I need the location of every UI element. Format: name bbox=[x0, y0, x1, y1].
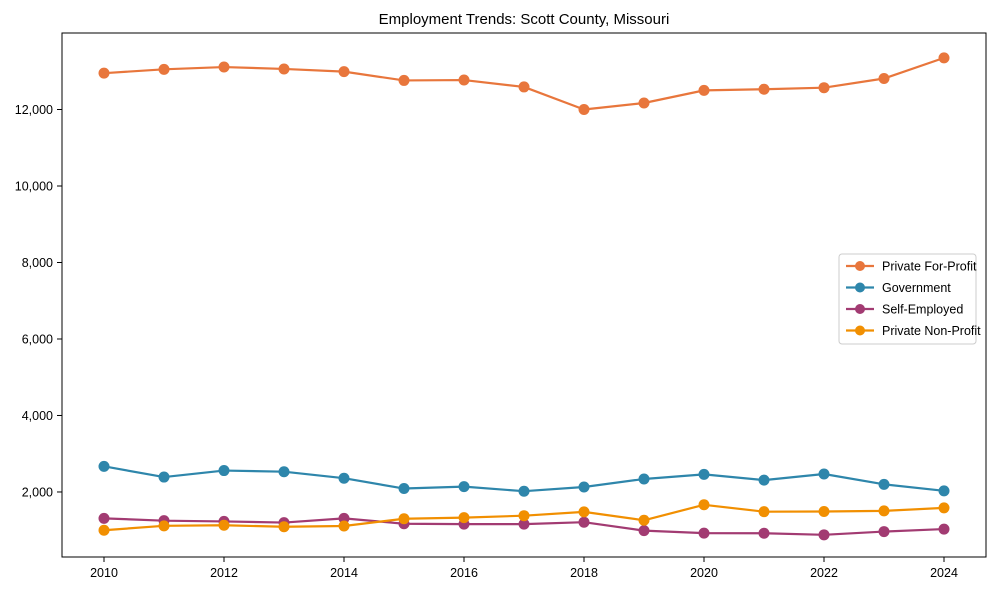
marker-private-non-profit-2011 bbox=[158, 520, 170, 532]
legend-marker-private-non-profit bbox=[855, 325, 865, 336]
marker-self-employed-2019 bbox=[638, 525, 650, 537]
marker-private-non-profit-2015 bbox=[398, 513, 410, 525]
marker-government-2015 bbox=[398, 483, 410, 495]
marker-self-employed-2020 bbox=[698, 527, 710, 539]
legend-marker-self-employed bbox=[855, 304, 865, 314]
marker-private-non-profit-2014 bbox=[338, 520, 350, 532]
marker-self-employed-2014 bbox=[338, 512, 350, 524]
marker-self-employed-2023 bbox=[878, 526, 890, 538]
x-tick-label: 2018 bbox=[570, 566, 598, 580]
marker-private-non-profit-2012 bbox=[218, 519, 230, 531]
marker-government-2022 bbox=[818, 468, 830, 480]
legend-label-private-for-profit: Private For-Profit bbox=[882, 260, 977, 274]
marker-private-for-profit-2013 bbox=[278, 63, 290, 75]
marker-self-employed-2018 bbox=[578, 516, 590, 528]
marker-private-for-profit-2019 bbox=[638, 97, 650, 109]
marker-private-for-profit-2018 bbox=[578, 103, 590, 115]
marker-self-employed-2017 bbox=[518, 518, 530, 530]
marker-private-non-profit-2023 bbox=[878, 505, 890, 517]
x-tick-label: 2020 bbox=[690, 566, 718, 580]
marker-private-for-profit-2012 bbox=[218, 61, 230, 73]
marker-private-for-profit-2011 bbox=[158, 63, 170, 75]
marker-private-non-profit-2022 bbox=[818, 505, 830, 517]
marker-government-2019 bbox=[638, 473, 650, 485]
marker-government-2017 bbox=[518, 485, 530, 497]
y-tick-label: 6,000 bbox=[22, 332, 53, 346]
marker-private-for-profit-2024 bbox=[938, 52, 950, 64]
marker-government-2020 bbox=[698, 468, 710, 480]
plot-area bbox=[61, 32, 987, 558]
marker-government-2024 bbox=[938, 485, 950, 497]
legend-marker-private-for-profit bbox=[855, 261, 865, 271]
marker-private-for-profit-2017 bbox=[518, 81, 530, 93]
y-tick-label: 4,000 bbox=[22, 409, 53, 423]
x-tick-label: 2022 bbox=[810, 566, 838, 580]
x-tick-label: 2014 bbox=[330, 566, 358, 580]
marker-government-2014 bbox=[338, 472, 350, 484]
marker-private-for-profit-2022 bbox=[818, 82, 830, 94]
chart-title: Employment Trends: Scott County, Missour… bbox=[378, 11, 670, 28]
marker-government-2013 bbox=[278, 466, 290, 478]
marker-private-for-profit-2010 bbox=[98, 67, 110, 79]
marker-government-2021 bbox=[758, 474, 770, 486]
marker-private-non-profit-2010 bbox=[98, 524, 110, 536]
marker-private-for-profit-2020 bbox=[698, 84, 710, 96]
marker-private-non-profit-2020 bbox=[698, 499, 710, 511]
x-tick-label: 2012 bbox=[210, 566, 238, 580]
marker-government-2010 bbox=[98, 460, 110, 472]
marker-private-for-profit-2016 bbox=[458, 74, 470, 86]
marker-government-2023 bbox=[878, 478, 890, 490]
marker-private-non-profit-2019 bbox=[638, 514, 650, 526]
marker-private-non-profit-2021 bbox=[758, 506, 770, 518]
y-tick-label: 2,000 bbox=[22, 485, 53, 499]
x-tick-label: 2016 bbox=[450, 566, 478, 580]
marker-self-employed-2010 bbox=[98, 512, 110, 524]
marker-private-for-profit-2015 bbox=[398, 74, 410, 86]
y-tick-label: 8,000 bbox=[22, 256, 53, 270]
y-tick-label: 10,000 bbox=[15, 179, 53, 193]
marker-private-non-profit-2017 bbox=[518, 510, 530, 522]
marker-government-2016 bbox=[458, 481, 470, 493]
x-tick-label: 2010 bbox=[90, 566, 118, 580]
marker-government-2012 bbox=[218, 465, 230, 477]
marker-government-2018 bbox=[578, 481, 590, 493]
marker-private-non-profit-2016 bbox=[458, 512, 470, 524]
marker-private-non-profit-2013 bbox=[278, 521, 290, 533]
marker-private-for-profit-2023 bbox=[878, 73, 890, 85]
marker-self-employed-2024 bbox=[938, 523, 950, 535]
legend-label-private-non-profit: Private Non-Profit bbox=[882, 324, 981, 338]
marker-self-employed-2022 bbox=[818, 529, 830, 541]
legend-marker-government bbox=[855, 282, 865, 293]
marker-self-employed-2021 bbox=[758, 527, 770, 539]
marker-private-non-profit-2018 bbox=[578, 506, 590, 518]
legend-label-self-employed: Self-Employed bbox=[882, 303, 963, 317]
marker-private-for-profit-2021 bbox=[758, 83, 770, 95]
legend-label-government: Government bbox=[882, 281, 951, 295]
x-tick-label: 2024 bbox=[930, 566, 958, 580]
marker-government-2011 bbox=[158, 471, 170, 483]
marker-private-for-profit-2014 bbox=[338, 66, 350, 78]
y-tick-label: 12,000 bbox=[15, 103, 53, 117]
legend bbox=[838, 253, 977, 345]
marker-private-non-profit-2024 bbox=[938, 502, 950, 514]
